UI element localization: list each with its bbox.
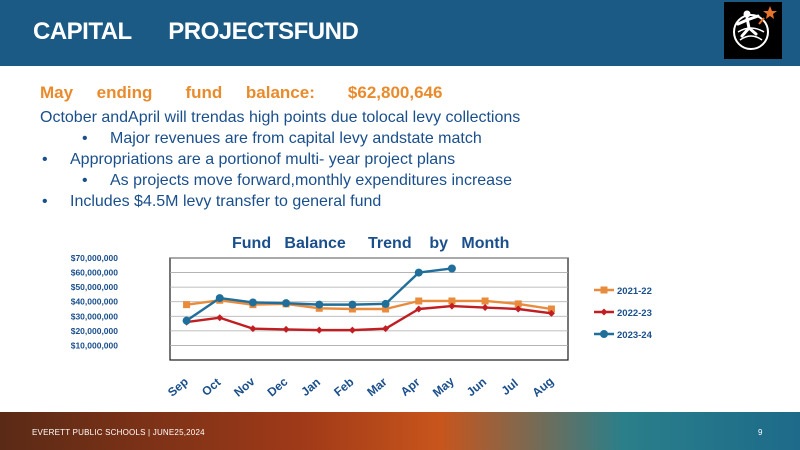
data-point-2021-22 bbox=[415, 297, 423, 305]
list-item-text: As projects move forward,monthly expendi… bbox=[110, 172, 512, 189]
legend-label: 2022-23 bbox=[617, 308, 652, 319]
series-line-2022-23 bbox=[186, 304, 552, 332]
data-point-2023-24 bbox=[282, 299, 291, 308]
bullet-marker: • bbox=[42, 193, 48, 210]
data-point-2022-23 bbox=[481, 304, 489, 312]
data-point-2023-24 bbox=[215, 294, 224, 303]
x-tick-label: Jun bbox=[464, 375, 489, 399]
bullet-list: October andApril will trendas high point… bbox=[40, 107, 780, 212]
y-tick-label: $20,000,000 bbox=[71, 326, 119, 336]
data-point-2022-23 bbox=[514, 305, 522, 313]
page-number: 9 bbox=[758, 428, 763, 437]
footer-text: EVERETT PUBLIC SCHOOLS | JUNE25,2024 bbox=[32, 428, 205, 437]
data-point-2021-22 bbox=[448, 297, 456, 305]
data-point-2021-22 bbox=[547, 305, 555, 313]
list-item-text: Includes $4.5M levy transfer to general … bbox=[70, 193, 382, 210]
data-point-2021-22 bbox=[514, 300, 522, 308]
x-tick-label: Sep bbox=[165, 374, 191, 399]
data-point-2023-24 bbox=[414, 268, 423, 277]
x-tick-label: Apr bbox=[398, 375, 423, 399]
x-tick-label: Aug bbox=[529, 374, 556, 400]
ending-fund-balance-heading: May ending fund balance: $62,800,646 bbox=[40, 83, 443, 102]
data-point-2022-23 bbox=[547, 309, 555, 317]
data-point-2023-24 bbox=[248, 298, 257, 307]
list-item: • Appropriations are a portionof multi- … bbox=[40, 149, 780, 170]
legend-marker-2021-22 bbox=[600, 286, 608, 294]
data-point-2023-24 bbox=[315, 300, 324, 309]
slide-title: CAPITAL PROJECTSFUND bbox=[33, 18, 359, 45]
data-point-2022-23 bbox=[216, 314, 224, 322]
bullet-marker: • bbox=[82, 172, 88, 189]
list-item: • As projects move forward,monthly expen… bbox=[40, 170, 780, 191]
x-tick-label: Nov bbox=[231, 374, 258, 400]
data-point-2022-23 bbox=[382, 325, 390, 333]
footer-bar bbox=[0, 412, 800, 450]
x-tick-label: Feb bbox=[331, 375, 356, 399]
x-tick-label: Oct bbox=[199, 375, 223, 399]
x-tick-label: Mar bbox=[364, 375, 390, 400]
data-point-2021-22 bbox=[183, 301, 191, 309]
runner-star-logo-icon bbox=[724, 2, 782, 59]
x-tick-label: May bbox=[430, 374, 457, 400]
y-tick-label: $50,000,000 bbox=[71, 282, 119, 292]
header-bar bbox=[0, 0, 800, 66]
bullet-marker: • bbox=[42, 151, 48, 168]
list-item-text: Major revenues are from capital levy and… bbox=[110, 130, 482, 147]
y-tick-label: $10,000,000 bbox=[71, 340, 119, 350]
y-tick-label: $60,000,000 bbox=[71, 268, 119, 278]
list-item: • Major revenues are from capital levy a… bbox=[40, 128, 780, 149]
data-point-2022-23 bbox=[282, 325, 290, 333]
legend-marker-2023-24 bbox=[600, 330, 608, 338]
x-tick-label: Jul bbox=[499, 376, 521, 398]
fund-balance-line-chart: $10,000,000 $20,000,000 $30,000,000 $40,000… bbox=[71, 253, 653, 400]
series-line-2021-22 bbox=[186, 299, 552, 311]
x-tick-label: Jan bbox=[298, 375, 323, 399]
x-tick-label: Dec bbox=[265, 374, 291, 399]
legend-label: 2023-24 bbox=[617, 330, 653, 341]
data-point-2022-23 bbox=[448, 302, 456, 310]
data-point-2022-23 bbox=[249, 325, 257, 333]
data-point-2023-24 bbox=[182, 316, 191, 325]
data-point-2023-24 bbox=[348, 300, 357, 309]
list-item-text: October andApril will trendas high point… bbox=[40, 109, 521, 126]
data-point-2021-22 bbox=[382, 305, 390, 313]
data-point-2022-23 bbox=[315, 326, 323, 334]
y-tick-label: $70,000,000 bbox=[71, 253, 119, 263]
data-point-2022-23 bbox=[348, 326, 356, 334]
data-point-2023-24 bbox=[381, 299, 390, 308]
list-item: • Includes $4.5M levy transfer to genera… bbox=[40, 191, 780, 212]
list-item: October andApril will trendas high point… bbox=[40, 107, 780, 128]
legend-label: 2021-22 bbox=[617, 286, 652, 297]
data-point-2023-24 bbox=[447, 264, 456, 273]
data-point-2022-23 bbox=[415, 305, 423, 313]
data-point-2021-22 bbox=[348, 305, 356, 313]
data-point-2021-22 bbox=[481, 297, 489, 305]
y-tick-label: $30,000,000 bbox=[71, 311, 119, 321]
legend-marker-2022-23 bbox=[600, 308, 608, 316]
list-item-text: Appropriations are a portionof multi- ye… bbox=[70, 151, 456, 168]
y-tick-label: $40,000,000 bbox=[71, 297, 119, 307]
bullet-marker: • bbox=[82, 130, 88, 147]
chart-title: Fund Balance Trend by Month bbox=[232, 235, 510, 252]
